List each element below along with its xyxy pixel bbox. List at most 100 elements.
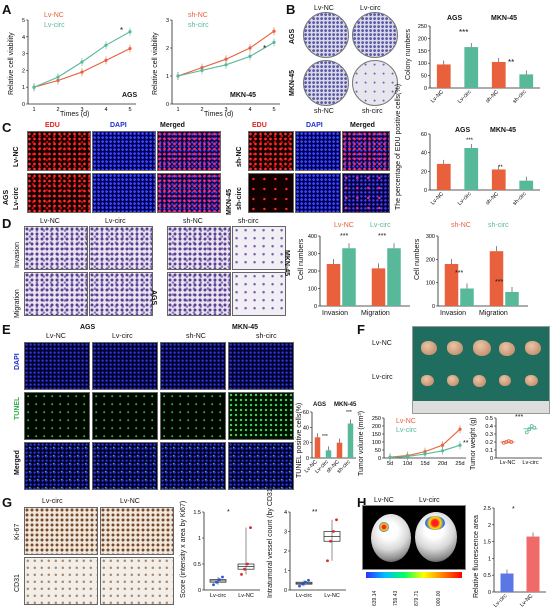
h-y-tick-label: 2.5 bbox=[483, 506, 491, 512]
h-x-tick-label: Lv-NC bbox=[519, 593, 534, 608]
a-left-point bbox=[56, 75, 60, 79]
f-line-legend-1: Lv-NC bbox=[396, 418, 416, 425]
g-tile-2 bbox=[100, 507, 174, 555]
a-left-y-tick-label: 4 bbox=[22, 35, 25, 41]
d1-y-tick-label: 0 bbox=[314, 304, 317, 310]
chart-g: 0 0.5 1 1.5 Lv-circ Lv-NC 0 1 2 3 4 Lv-circ Lv-NC bbox=[193, 510, 346, 599]
b-row-label-2: MKN-45 bbox=[289, 69, 296, 96]
c-row-right-1: sh-NC bbox=[236, 146, 243, 167]
g-box2-point bbox=[298, 584, 301, 588]
d-col-1: Lv-NC bbox=[40, 218, 60, 225]
chart-c: 0 20 40 60 Lv-NC Lv-circ sh-NC sh-circ bbox=[421, 132, 540, 207]
f-scatter-y-tick-label: 0.1 bbox=[485, 448, 493, 454]
e-y-tick-label: 40 bbox=[303, 425, 309, 431]
d2-bar bbox=[489, 251, 504, 306]
a-left-cell: AGS bbox=[122, 92, 138, 99]
e-tile-1 bbox=[24, 342, 90, 390]
h-y-tick-label: 2 bbox=[488, 523, 491, 529]
b-plate-4 bbox=[352, 60, 398, 106]
c-group-1: AGS bbox=[455, 127, 471, 134]
e-tile-7 bbox=[160, 392, 226, 440]
d-tile-1 bbox=[24, 226, 88, 270]
a-right-x-tick-label: 2 bbox=[200, 107, 203, 113]
g-box1-ylabel: Score (intensity x area by Ki67) bbox=[180, 500, 187, 598]
e-bar bbox=[347, 423, 354, 458]
e-row-2: TUNEL bbox=[14, 396, 21, 420]
e-row-3: Merged bbox=[14, 450, 21, 475]
h-imaging bbox=[362, 505, 466, 570]
h-y-tick-label: 1 bbox=[488, 556, 491, 562]
d-legend1-2: Lv-circ bbox=[370, 222, 391, 229]
d1-y-tick-label: 200 bbox=[308, 269, 317, 275]
f-line-point bbox=[423, 452, 427, 456]
a-left-sig: * bbox=[120, 26, 124, 35]
e-header-2: MKN-45 bbox=[232, 324, 259, 331]
f-tumor-photo bbox=[412, 326, 550, 414]
f-line-legend-2: Lv-circ bbox=[396, 427, 417, 434]
e-tile-3 bbox=[160, 342, 226, 390]
f-scatter-ylabel: Tumor weight (g) bbox=[470, 417, 477, 470]
f-line-y-tick-label: 50 bbox=[375, 448, 381, 454]
a-right-series-line-1 bbox=[177, 30, 275, 77]
a-right-x-tick-label: 4 bbox=[248, 107, 251, 113]
a-left-y-tick-label: 2 bbox=[22, 68, 25, 74]
d-cell-right: MKN-45 bbox=[283, 250, 290, 277]
f-tumor bbox=[473, 375, 486, 387]
c-tile-edu-2 bbox=[27, 173, 91, 213]
a-left-x-tick-label: 5 bbox=[128, 107, 131, 113]
g-box2-y-tick-label: 0 bbox=[284, 588, 287, 594]
h-bar bbox=[500, 573, 514, 592]
b-group-2: MKN-45 bbox=[491, 15, 518, 22]
g-box1-point bbox=[221, 575, 224, 579]
c-row-1: Lv-NC bbox=[13, 146, 20, 167]
f-scatter-y-tick-label: 0.2 bbox=[485, 440, 493, 446]
a-right-legend-1: sh-NC bbox=[188, 12, 208, 19]
h-cb-tick-2: 879.71 bbox=[414, 590, 420, 606]
g-box2-ylabel: Intratumoral vessel count (by CD31) bbox=[267, 485, 274, 598]
c-tile-merged-2 bbox=[157, 173, 221, 213]
f-line-y-tick-label: 250 bbox=[372, 416, 381, 422]
b-x-tick-label: Lv-NC bbox=[430, 89, 445, 104]
g-box2-y-tick-label: 4 bbox=[284, 510, 287, 516]
e-y-tick-label: 0 bbox=[306, 456, 309, 462]
d2-bar bbox=[460, 288, 474, 306]
a-left-point bbox=[128, 46, 132, 51]
b-y-tick-label: 200 bbox=[418, 36, 427, 42]
b-ylabel: Colony numbers bbox=[405, 29, 412, 80]
b-bar bbox=[436, 64, 451, 88]
a-right-point bbox=[272, 29, 276, 33]
f-tumor bbox=[421, 375, 434, 386]
g-row-1: Ki-67 bbox=[14, 523, 21, 540]
e-tile-11 bbox=[160, 442, 226, 490]
a-right-point bbox=[272, 40, 276, 45]
e-tile-10 bbox=[92, 442, 158, 490]
f-line-y-tick-label: 100 bbox=[372, 440, 381, 446]
d-col-2: Lv-circ bbox=[105, 218, 126, 225]
f-scatter-y-tick-label: 0.3 bbox=[485, 432, 493, 438]
e-sig-1: *** bbox=[322, 434, 328, 440]
a-right-xlabel: Times (d) bbox=[204, 111, 234, 118]
h-bar bbox=[526, 536, 540, 592]
d2-y-tick-label: 300 bbox=[426, 234, 435, 240]
f-line-y-tick-label: 0 bbox=[378, 456, 381, 462]
a-left-point bbox=[32, 85, 36, 89]
e-tile-4 bbox=[228, 342, 294, 390]
h-y-tick-label: 0.5 bbox=[483, 573, 491, 579]
e-bar bbox=[314, 437, 321, 458]
d-row-1: Invasion bbox=[14, 241, 21, 268]
g-tile-3 bbox=[24, 557, 98, 605]
d-tile-2 bbox=[89, 226, 153, 270]
c-tile-edu-1 bbox=[27, 131, 91, 171]
c-tile-dapi-4 bbox=[295, 173, 341, 213]
f-line-point bbox=[388, 455, 392, 460]
f-line-point bbox=[458, 443, 462, 447]
f-tumor bbox=[473, 340, 491, 356]
f-line-y-tick-label: 200 bbox=[372, 424, 381, 430]
d-sig-2: *** bbox=[378, 233, 387, 240]
chart-a-left: 0 1 2 3 4 5 1 2 3 4 5 bbox=[22, 18, 136, 113]
b-plate-3 bbox=[303, 60, 349, 106]
b-plate-2 bbox=[352, 12, 398, 58]
e-bar bbox=[336, 442, 343, 458]
c-col-edu-right: EDU bbox=[252, 122, 267, 129]
